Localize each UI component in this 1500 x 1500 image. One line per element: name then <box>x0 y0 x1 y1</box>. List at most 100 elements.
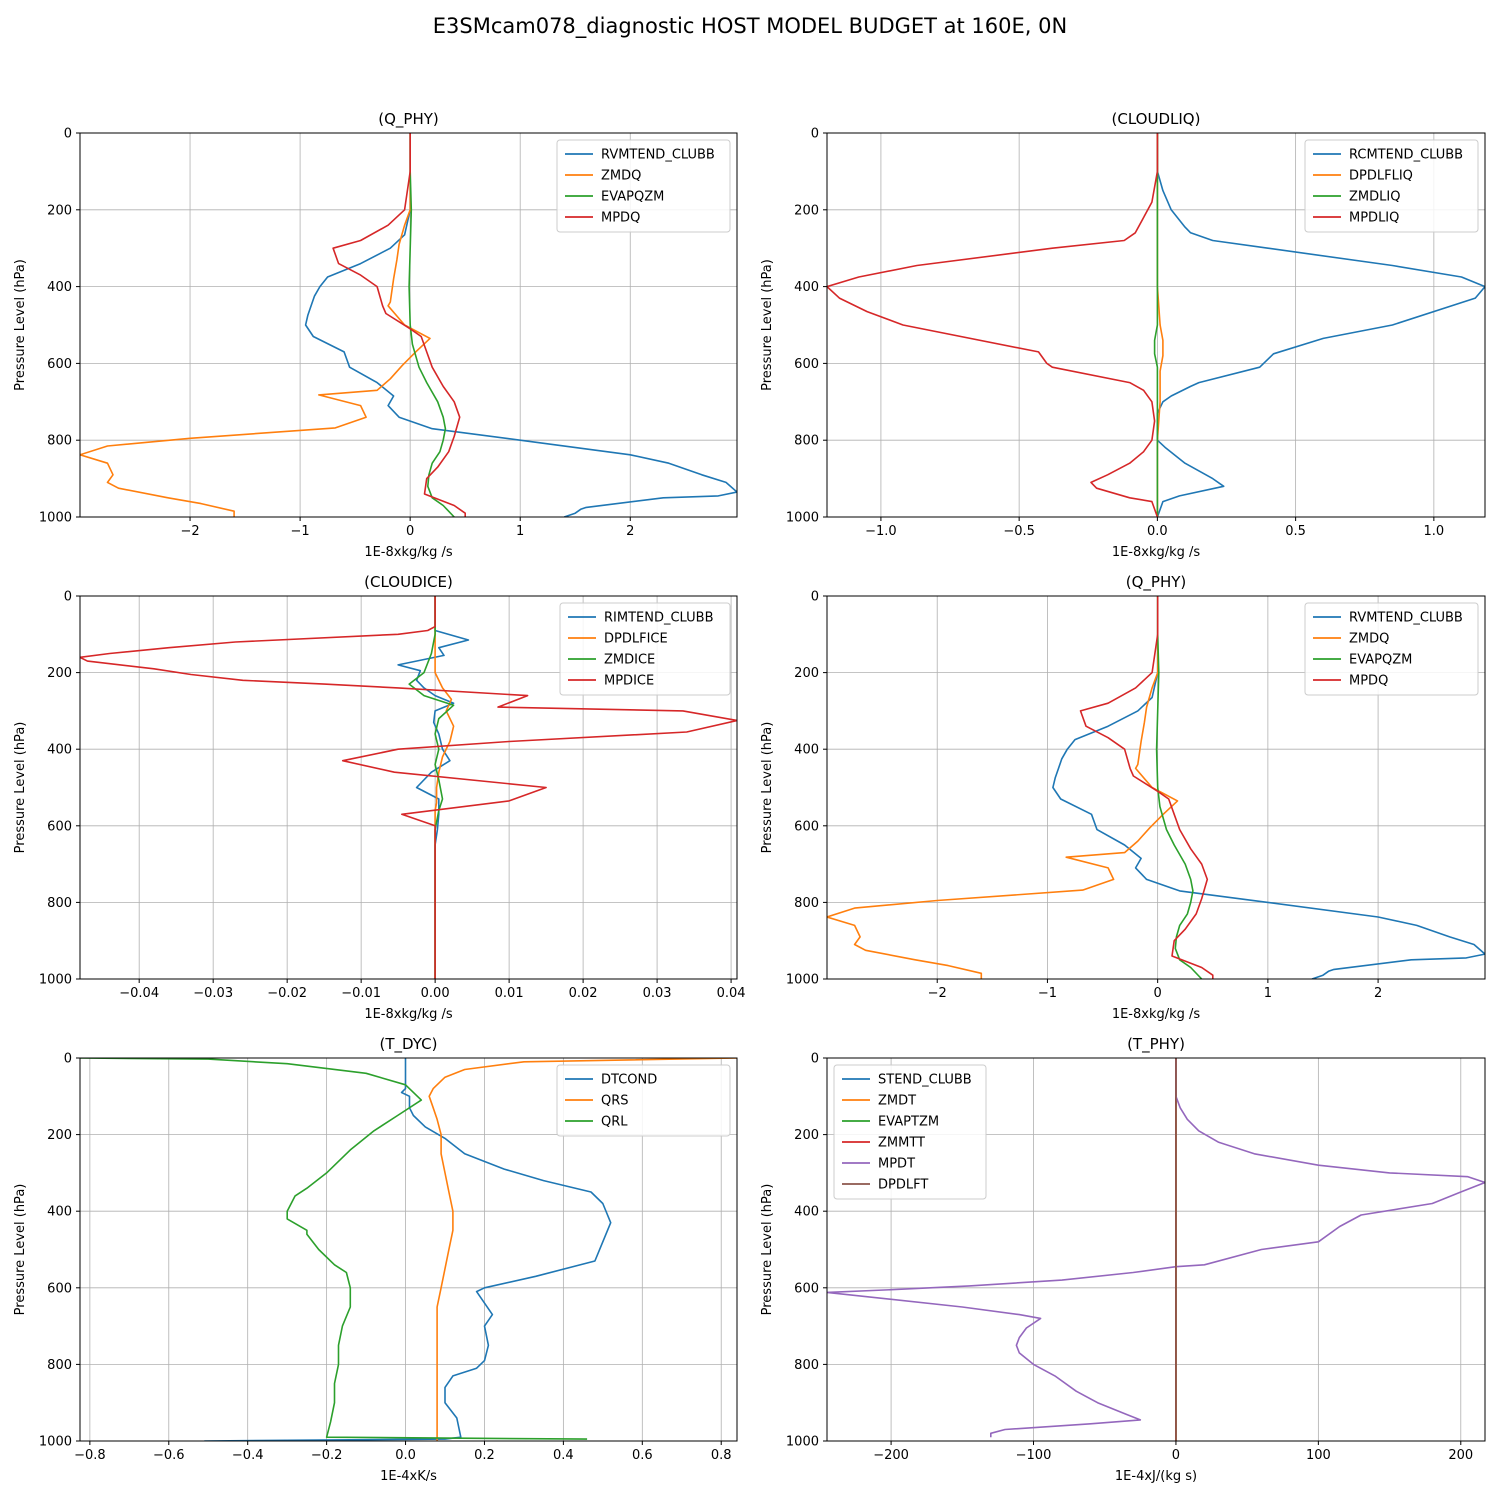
y-tick-label: 400 <box>47 743 72 758</box>
legend: STEND_CLUBB ZMDT EVAPTZM ZMMTT MPDT DPDLFT <box>833 1064 987 1200</box>
legend-label: DPDLFICE <box>604 632 668 647</box>
series-group <box>80 133 737 517</box>
legend-label: ZMDT <box>878 1094 916 1109</box>
y-tick-label: 1000 <box>786 511 819 526</box>
series-group <box>827 596 1485 979</box>
y-tick-label: 1000 <box>786 1435 819 1450</box>
x-tick-label: 1 <box>1264 986 1272 1001</box>
legend-label: RVMTEND_CLUBB <box>1349 611 1463 626</box>
panel-title: (Q_PHY) <box>1126 573 1187 592</box>
y-tick-label: 400 <box>794 280 819 295</box>
x-axis-label: 1E-8xkg/kg /s <box>364 1007 453 1022</box>
legend-label: DPDLFLIQ <box>1349 169 1413 184</box>
y-tick-label: 600 <box>794 357 819 372</box>
series-line-evapqzm <box>1155 596 1203 979</box>
legend-box <box>1304 139 1479 233</box>
series-group <box>827 1058 1485 1441</box>
legend: RIMTEND_CLUBB DPDLFICE ZMDICE MPDICE <box>559 602 731 696</box>
legend-box <box>559 602 731 696</box>
axes-frame <box>826 595 1486 980</box>
panel-title: (T_DYC) <box>380 1035 438 1054</box>
x-tick-label: −1.0 <box>865 524 897 539</box>
y-tick-label: 800 <box>47 896 72 911</box>
x-tick-label: −0.6 <box>153 1448 185 1463</box>
series-line-zmdq <box>827 596 1179 979</box>
x-tick-label: 0.4 <box>553 1448 574 1463</box>
legend-label: MPDQ <box>1349 674 1388 689</box>
x-tick-label: 1.0 <box>1424 524 1445 539</box>
x-tick-label: 200 <box>1448 1448 1473 1463</box>
x-tick-label: −2 <box>928 986 947 1001</box>
x-axis-label: 1E-4xJ/(kg s) <box>1115 1469 1197 1484</box>
y-tick-label: 200 <box>47 666 72 681</box>
x-tick-label: −100 <box>1016 1448 1052 1463</box>
chart-panel-3: −0.04 −0.03 −0.02 −0.01 0.00 0.01 0.02 0.03 0.04… <box>13 573 746 1022</box>
legend-label: DPDLFT <box>878 1178 928 1193</box>
y-tick-label: 0 <box>64 590 72 605</box>
x-tick-label: −0.2 <box>311 1448 343 1463</box>
legend-label: STEND_CLUBB <box>878 1073 972 1088</box>
y-tick-label: 200 <box>47 203 72 218</box>
legend-label: MPDT <box>878 1157 915 1172</box>
y-tick-label: 200 <box>794 666 819 681</box>
series-line-evapqzm <box>408 133 455 517</box>
y-tick-label: 600 <box>47 357 72 372</box>
y-tick-label: 400 <box>47 280 72 295</box>
panel-title: (Q_PHY) <box>378 110 439 129</box>
y-tick-label: 1000 <box>39 511 72 526</box>
legend-label: RIMTEND_CLUBB <box>604 611 714 626</box>
y-tick-label: 1000 <box>786 973 819 988</box>
axes-frame <box>79 595 738 980</box>
legend-box <box>1304 602 1479 696</box>
series-line-zmdice <box>408 596 455 979</box>
series-group <box>80 596 737 979</box>
series-line-rvmtend_clubb <box>304 133 737 517</box>
x-tick-label: 2 <box>626 524 634 539</box>
x-tick-label: 0 <box>1172 1448 1180 1463</box>
legend: DTCOND QRS QRL <box>556 1064 731 1137</box>
y-tick-label: 800 <box>47 434 72 449</box>
y-tick-label: 0 <box>64 127 72 142</box>
x-tick-label: 0.2 <box>474 1448 495 1463</box>
legend-label: MPDICE <box>604 674 654 689</box>
y-tick-label: 200 <box>794 203 819 218</box>
x-tick-label: −1 <box>1038 986 1057 1001</box>
x-tick-label: 0.0 <box>1147 524 1168 539</box>
figure-title: E3SMcam078_diagnostic HOST MODEL BUDGET … <box>432 14 1068 38</box>
y-axis-label: Pressure Level (hPa) <box>13 259 28 391</box>
y-tick-label: 800 <box>794 1358 819 1373</box>
series-line-mpdq <box>332 133 466 517</box>
y-tick-label: 0 <box>811 127 819 142</box>
x-tick-label: 0.0 <box>395 1448 416 1463</box>
series-line-dpdlfice <box>434 596 455 979</box>
legend-label: QRS <box>601 1094 629 1109</box>
series-line-rimtend_clubb <box>397 596 470 979</box>
x-tick-label: 100 <box>1306 1448 1331 1463</box>
y-tick-label: 1000 <box>39 1435 72 1450</box>
series-line-qrs <box>428 1058 737 1441</box>
y-tick-label: 800 <box>794 896 819 911</box>
chart-panel-6: −200 −100 0 100 200 0 200 400 600 800 1000 (T_PHY) 1… <box>760 1035 1486 1484</box>
series-line-mpdt <box>827 1058 1485 1438</box>
x-tick-label: 0.03 <box>643 986 672 1001</box>
series-group <box>827 133 1485 517</box>
series-line-mpdice <box>80 596 737 979</box>
legend-label: EVAPTZM <box>878 1115 939 1130</box>
y-tick-label: 0 <box>811 590 819 605</box>
y-axis-label: Pressure Level (hPa) <box>760 1184 775 1316</box>
legend-label: EVAPQZM <box>1349 653 1412 668</box>
series-line-rvmtend_clubb <box>1052 596 1485 979</box>
series-line-zmdliq <box>1153 133 1159 517</box>
x-tick-label: 0.8 <box>711 1448 732 1463</box>
y-tick-label: 200 <box>47 1128 72 1143</box>
y-axis-label: Pressure Level (hPa) <box>13 722 28 854</box>
legend-box <box>556 1064 731 1137</box>
x-tick-label: −0.8 <box>74 1448 106 1463</box>
y-tick-label: 400 <box>794 1205 819 1220</box>
y-tick-label: 600 <box>794 819 819 834</box>
legend-label: DTCOND <box>601 1073 657 1088</box>
legend-box <box>556 139 731 233</box>
x-tick-label: −1 <box>291 524 310 539</box>
legend-label: RVMTEND_CLUBB <box>601 148 715 163</box>
